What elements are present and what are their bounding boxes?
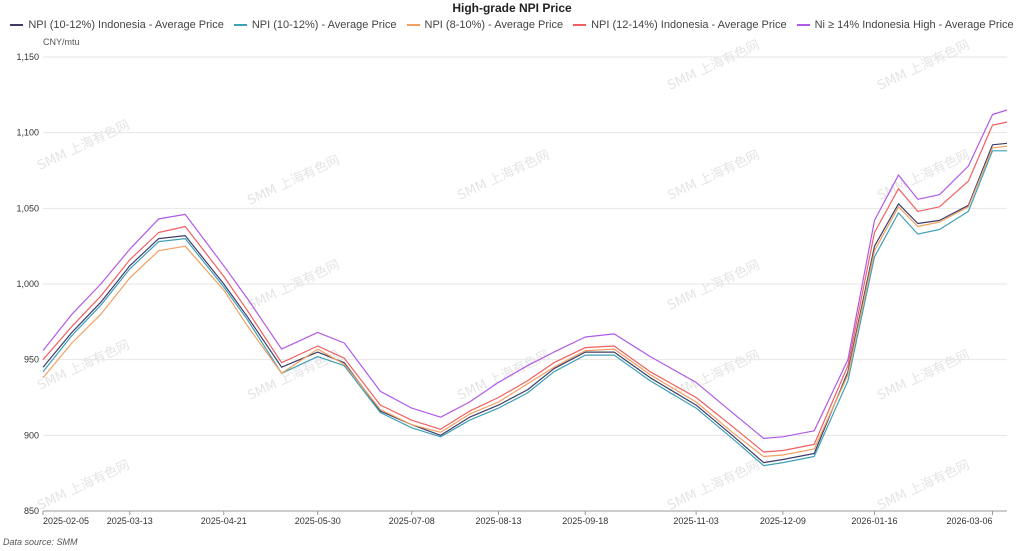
legend-item[interactable]: NPI (10-12%) Indonesia - Average Price bbox=[10, 19, 224, 31]
x-tick-label: 2025-11-03 bbox=[673, 516, 718, 526]
chart-title: High-grade NPI Price bbox=[452, 1, 572, 15]
x-tick-label: 2025-09-18 bbox=[562, 516, 608, 526]
x-tick-label: 2025-12-09 bbox=[760, 516, 806, 526]
legend-swatch bbox=[573, 24, 587, 26]
legend-item[interactable]: Ni ≥ 14% Indonesia High - Average Price bbox=[796, 19, 1014, 31]
x-tick-label: 2025-02-05 bbox=[43, 516, 89, 526]
x-tick-label: 2025-07-08 bbox=[389, 516, 435, 526]
legend-label: NPI (8-10%) - Average Price bbox=[424, 19, 564, 31]
watermark-text: SMM 上海有色网 bbox=[665, 457, 762, 514]
watermark-text: SMM 上海有色网 bbox=[35, 457, 132, 514]
series-line bbox=[42, 145, 1008, 458]
data-source: Data source: SMM bbox=[3, 537, 78, 547]
y-tick-label: 1,100 bbox=[16, 128, 39, 138]
watermark-text: SMM 上海有色网 bbox=[875, 147, 972, 204]
watermark-text: SMM 上海有色网 bbox=[665, 257, 762, 314]
legend-item[interactable]: NPI (12-14%) Indonesia - Average Price bbox=[573, 19, 787, 31]
legend-swatch bbox=[233, 24, 247, 26]
x-tick-label: 2025-04-21 bbox=[201, 516, 247, 526]
y-tick-label: 950 bbox=[24, 355, 39, 365]
watermark-text: SMM 上海有色网 bbox=[35, 117, 132, 174]
x-tick-label: 2025-03-13 bbox=[107, 516, 153, 526]
legend: NPI (10-12%) Indonesia - Average Price NP… bbox=[0, 19, 1024, 31]
series-line bbox=[42, 121, 1008, 453]
series-line bbox=[42, 109, 1008, 439]
legend-label: NPI (12-14%) Indonesia - Average Price bbox=[591, 19, 787, 31]
legend-label: Ni ≥ 14% Indonesia High - Average Price bbox=[814, 19, 1014, 31]
legend-swatch bbox=[406, 24, 420, 26]
watermark-text: SMM 上海有色网 bbox=[665, 37, 762, 94]
legend-swatch bbox=[10, 24, 24, 26]
legend-label: NPI (10-12%) - Average Price bbox=[251, 19, 397, 31]
watermark-text: SMM 上海有色网 bbox=[875, 37, 972, 94]
y-axis-unit: CNY/mtu bbox=[43, 37, 80, 47]
legend-item[interactable]: NPI (8-10%) - Average Price bbox=[406, 19, 564, 31]
y-tick-label: 850 bbox=[24, 506, 39, 516]
y-tick-label: 1,150 bbox=[16, 52, 39, 62]
series-line bbox=[42, 150, 1007, 467]
watermark-text: SMM 上海有色网 bbox=[455, 147, 552, 204]
series-line bbox=[42, 142, 1008, 464]
watermark-text: SMM 上海有色网 bbox=[245, 152, 342, 209]
y-tick-label: 900 bbox=[24, 430, 39, 440]
watermark-text: SMM 上海有色网 bbox=[245, 257, 342, 314]
watermark-text: SMM 上海有色网 bbox=[35, 337, 132, 394]
x-tick-label: 2025-05-30 bbox=[295, 516, 341, 526]
legend-item[interactable]: NPI (10-12%) - Average Price bbox=[233, 19, 397, 31]
x-tick-label: 2025-08-13 bbox=[475, 516, 521, 526]
legend-label: NPI (10-12%) Indonesia - Average Price bbox=[28, 19, 224, 31]
watermark-text: SMM 上海有色网 bbox=[875, 457, 972, 514]
y-tick-label: 1,050 bbox=[16, 203, 39, 213]
watermark-text: SMM 上海有色网 bbox=[665, 147, 762, 204]
y-tick-label: 1,000 bbox=[16, 279, 39, 289]
x-tick-label: 2026-01-16 bbox=[851, 516, 897, 526]
legend-swatch bbox=[796, 24, 810, 26]
watermark-text: SMM 上海有色网 bbox=[875, 347, 972, 404]
x-tick-label: 2026-03-06 bbox=[946, 516, 992, 526]
